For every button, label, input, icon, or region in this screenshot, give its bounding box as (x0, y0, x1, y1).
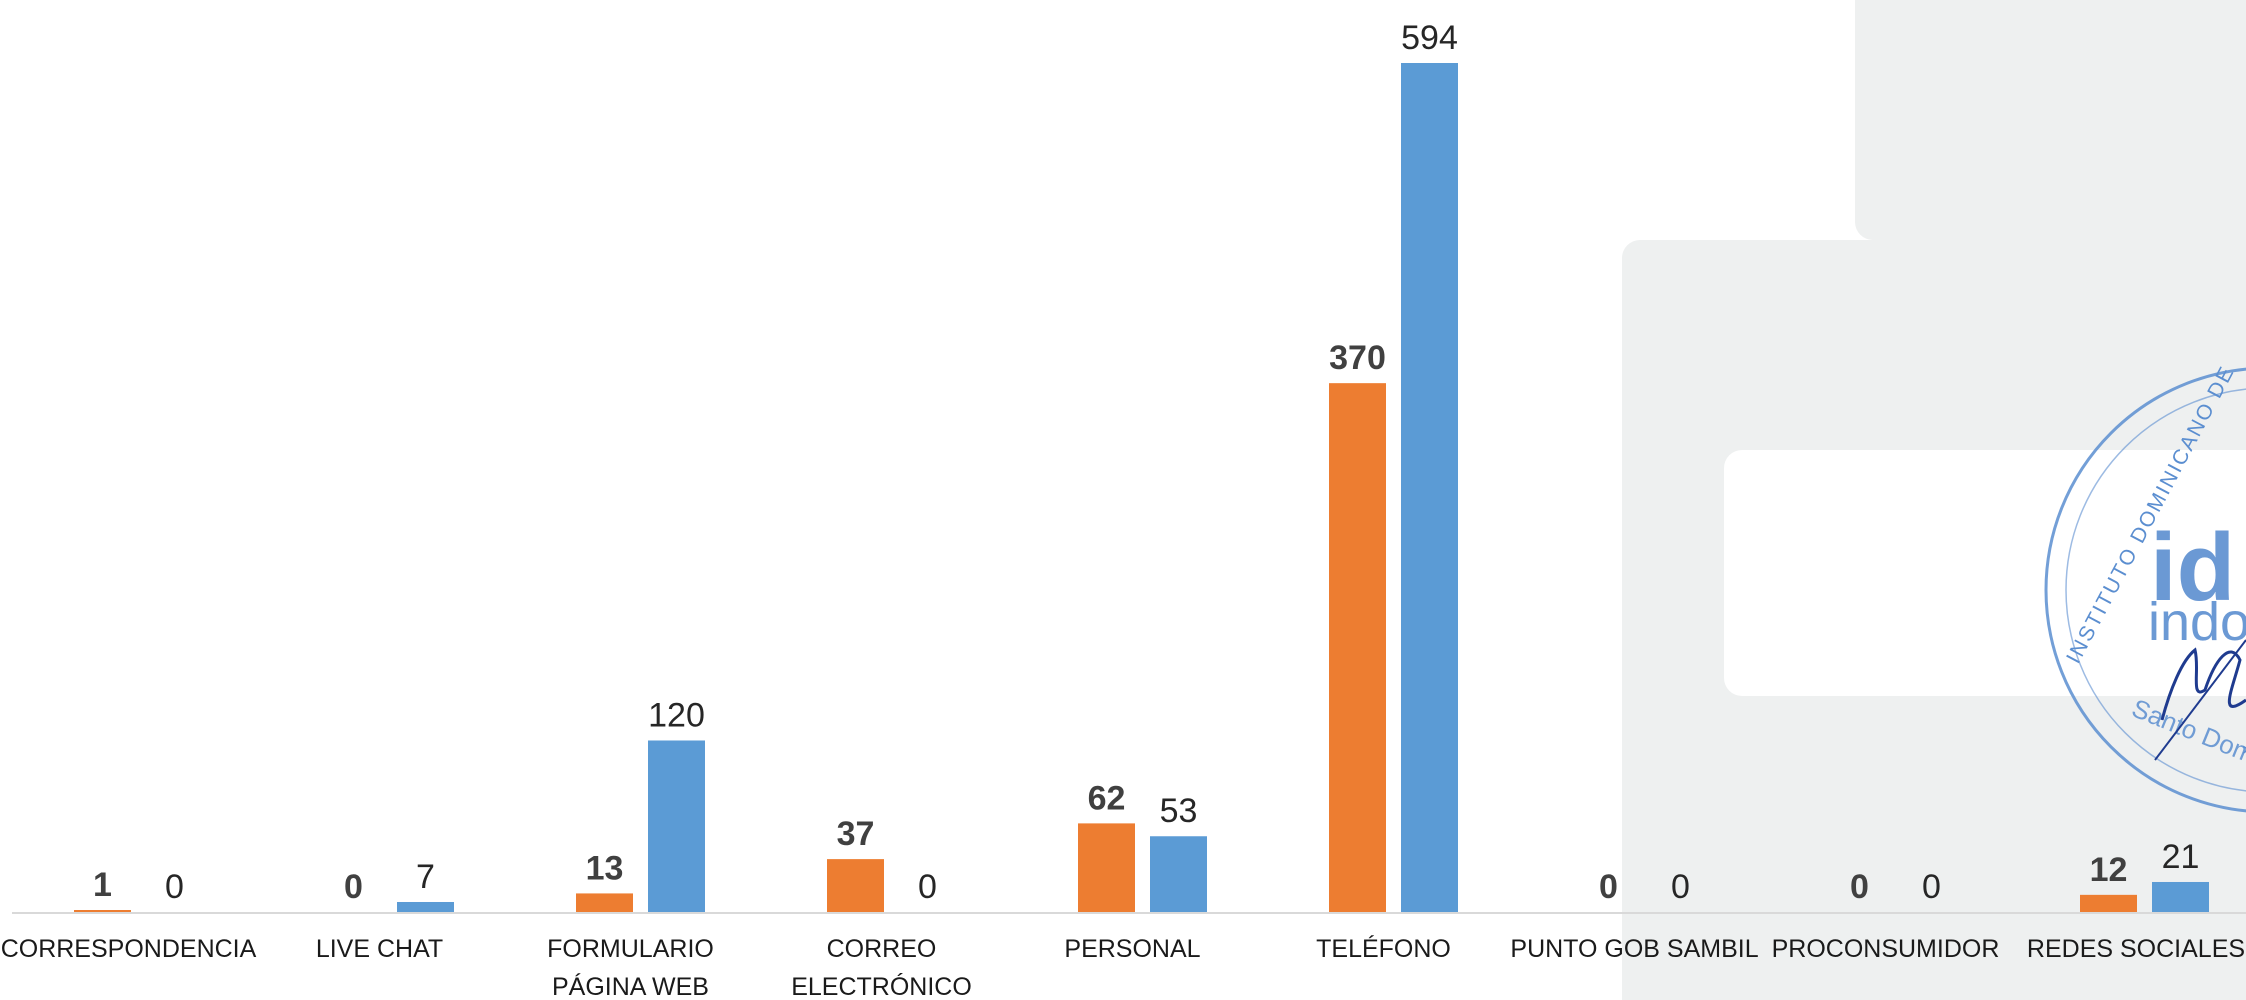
data-label-s0-c7: 0 (1850, 868, 1869, 906)
data-label-s0-c1: 0 (344, 868, 363, 906)
bar-s0-c5 (1329, 383, 1386, 912)
data-label-s0-c2: 13 (586, 849, 624, 887)
data-label-s1-c0: 0 (165, 868, 184, 906)
bar-s1-c4 (1150, 836, 1207, 912)
data-label-s0-c0: 1 (93, 866, 112, 904)
svg-text:*: * (2242, 738, 2246, 771)
data-label-s1-c5: 594 (1401, 19, 1458, 57)
data-label-s0-c5: 370 (1329, 339, 1386, 377)
category-label-2-line-1: PÁGINA WEB (552, 972, 709, 1000)
category-label-7-line-0: PROCONSUMIDOR (1772, 935, 2000, 963)
background-card (1724, 450, 2246, 696)
category-label-2-line-0: FORMULARIO (547, 935, 714, 963)
data-label-s1-c3: 0 (918, 868, 937, 906)
category-label-1-line-0: LIVE CHAT (316, 935, 443, 963)
bar-s1-c8 (2152, 881, 2209, 912)
svg-text:id: id (2150, 514, 2235, 621)
data-label-s0-c4: 62 (1088, 779, 1126, 817)
bar-s0-c4 (1078, 823, 1135, 912)
data-label-s1-c8: 21 (2162, 838, 2200, 876)
category-label-3-line-0: CORREO (827, 935, 937, 963)
data-label-s1-c1: 7 (416, 858, 435, 896)
category-label-6-line-0: PUNTO GOB SAMBIL (1510, 935, 1758, 963)
bar-s1-c2 (648, 740, 705, 912)
institution-seal: INSTITUTO DOMINICANO DE id indo Santo Do… (2044, 362, 2246, 813)
data-label-s1-c6: 0 (1671, 868, 1690, 906)
bar-s0-c2 (576, 893, 633, 912)
bar-s1-c5 (1401, 63, 1458, 912)
data-label-s1-c4: 53 (1160, 792, 1198, 830)
category-label-5-line-0: TELÉFONO (1316, 934, 1451, 963)
data-label-s0-c8: 12 (2090, 851, 2128, 889)
category-label-8-line-0: REDES SOCIALES (2027, 935, 2245, 963)
background-panel-top (1855, 0, 2246, 240)
svg-text:Santo Domin: Santo Domin (2128, 693, 2246, 777)
bar-s0-c3 (827, 859, 884, 912)
data-label-s0-c6: 0 (1599, 868, 1618, 906)
category-labels-layer: CORRESPONDENCIA LIVE CHAT FORMULARIO PÁGINA… (1, 934, 2245, 1000)
data-label-s1-c2: 120 (648, 696, 705, 734)
bar-s1-c1 (397, 901, 454, 912)
svg-text:indo: indo (2148, 592, 2246, 652)
category-label-3-line-1: ELECTRÓNICO (791, 972, 972, 1000)
data-label-s1-c7: 0 (1922, 868, 1941, 906)
bars-layer (74, 63, 2209, 912)
category-label-0-line-0: CORRESPONDENCIA (1, 935, 257, 963)
bar-s0-c0 (74, 910, 131, 912)
bar-s0-c8 (2080, 894, 2137, 912)
data-label-s0-c3: 37 (837, 815, 875, 853)
category-label-4-line-0: PERSONAL (1064, 935, 1200, 963)
